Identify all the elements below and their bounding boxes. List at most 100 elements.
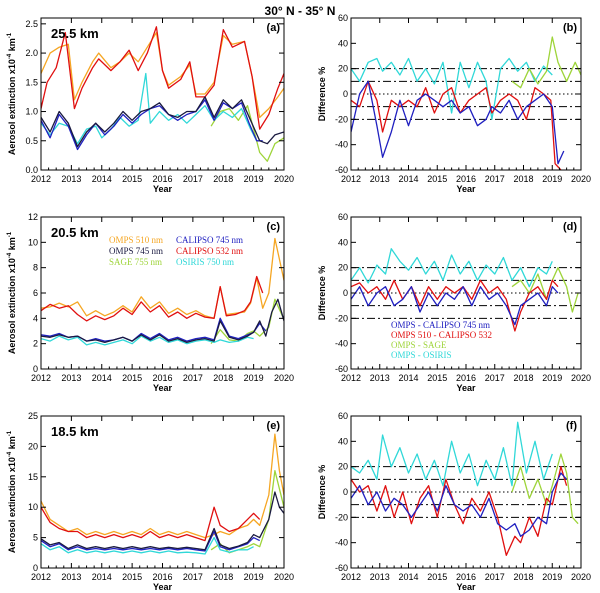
legend-item-calipso745: CALIPSO 745 nm: [176, 235, 243, 245]
x-tick-label: 2020: [571, 572, 591, 582]
series-line-sage: [511, 453, 579, 525]
x-tick-label: 2018: [513, 373, 533, 383]
panel-label: (b): [563, 22, 577, 34]
y-tick-label: 10: [28, 237, 38, 247]
series-group: [351, 248, 579, 332]
y-tick-label: 0: [33, 563, 38, 573]
y-axis-label-tail: km: [7, 237, 17, 253]
y-tick-label: 60: [338, 212, 348, 222]
series-group: [351, 421, 579, 556]
series-group: [41, 237, 284, 346]
x-tick-label: 2016: [456, 174, 476, 184]
series-line-calipso745: [351, 286, 559, 326]
x-tick-label: 2019: [542, 572, 562, 582]
y-tick-label: 0.5: [25, 136, 38, 146]
x-tick-label: 2017: [183, 174, 203, 184]
series-line-omps745: [41, 491, 284, 551]
y-axis-label-sup2: -1: [7, 430, 13, 436]
series-line-sage: [210, 470, 284, 554]
x-tick-label: 2018: [213, 174, 233, 184]
y-axis-label-sup: -4: [7, 53, 13, 59]
x-tick-label: 2013: [370, 373, 390, 383]
series-line-omps510: [41, 31, 284, 119]
x-tick-label: 2018: [513, 174, 533, 184]
legend-item-osiris: OMPS - OSIRIS: [391, 350, 452, 360]
x-tick-label: 2020: [274, 373, 294, 383]
legend: OMPS 510 nm CALIPSO 745 nm OMPS 745 nm CALI…: [109, 235, 243, 267]
x-tick-label: 2018: [213, 572, 233, 582]
y-axis-label-sup: -4: [7, 252, 13, 258]
y-tick-label: 12: [28, 212, 38, 222]
x-tick-label: 2017: [183, 572, 203, 582]
x-tick-label: 2019: [244, 373, 264, 383]
panel-c: 2012 2013 2014 2015 2016 2017 2018 2019 2020 0 2 4 6…: [7, 212, 294, 393]
x-tick-label: 2012: [31, 373, 51, 383]
x-tick-label: 2020: [274, 174, 294, 184]
y-tick-label: 15: [28, 472, 38, 482]
x-tick-label: 2014: [398, 373, 418, 383]
y-tick-label: 0.0: [25, 165, 38, 175]
x-tick-label: 2016: [152, 373, 172, 383]
x-tick-label: 2016: [152, 174, 172, 184]
x-axis-label: Year: [456, 184, 476, 194]
x-tick-label: 2013: [61, 572, 81, 582]
x-tick-label: 2016: [456, 373, 476, 383]
panel-label: (c): [267, 221, 281, 233]
x-tick-label: 2012: [341, 174, 361, 184]
y-tick-label: -60: [335, 563, 348, 573]
series-line-calipso745: [41, 530, 260, 552]
x-axis-label: Year: [456, 383, 476, 393]
series-line-sage: [210, 105, 284, 162]
y-axis-label-sup2: -1: [7, 231, 13, 237]
y-tick-label: 20: [338, 263, 348, 273]
x-axis-label: Year: [456, 582, 476, 592]
y-tick-label: -40: [335, 538, 348, 548]
y-tick-label: -20: [335, 313, 348, 323]
x-tick-label: 2014: [92, 373, 112, 383]
y-tick-label: 1.0: [25, 107, 38, 117]
x-axis-label: Year: [153, 184, 173, 194]
y-tick-label: 0: [343, 288, 348, 298]
y-tick-label: -20: [335, 512, 348, 522]
series-group: [41, 26, 284, 162]
y-axis-label: Difference %: [317, 266, 327, 321]
x-tick-label: 2013: [370, 572, 390, 582]
legend-item-sage: SAGE 755 nm: [109, 257, 162, 267]
y-axis-label-main: Aerosol extinction x10: [7, 59, 17, 155]
figure-title: 30° N - 35° N: [264, 4, 336, 18]
series-line-calipso532: [41, 26, 284, 130]
x-tick-label: 2014: [92, 174, 112, 184]
y-tick-label: 2.0: [25, 48, 38, 58]
x-tick-label: 2015: [122, 373, 142, 383]
x-tick-label: 2012: [31, 174, 51, 184]
legend-item-osiris: OSIRIS 750 nm: [176, 257, 234, 267]
x-tick-label: 2014: [92, 572, 112, 582]
y-tick-label: 0: [33, 364, 38, 374]
x-tick-label: 2020: [571, 373, 591, 383]
y-axis-label-main: Difference %: [317, 67, 327, 122]
y-tick-label: 8: [33, 263, 38, 273]
y-axis-label-main: Difference %: [317, 266, 327, 321]
altitude-label: 25.5 km: [51, 26, 99, 41]
y-axis-label-main: Aerosol extinction x10: [7, 457, 17, 553]
panel-label: (d): [563, 221, 577, 233]
legend-item-sage: OMPS - SAGE: [391, 340, 447, 350]
panel-a: 2012 2013 2014 2015 2016 2017 2018 2019 2020 0.0 0…: [7, 17, 294, 194]
y-tick-label: 20: [28, 441, 38, 451]
y-tick-label: 5: [33, 533, 38, 543]
y-tick-label: 60: [338, 13, 348, 23]
plot-frame: [350, 415, 582, 569]
x-tick-label: 2013: [61, 174, 81, 184]
x-tick-label: 2013: [370, 174, 390, 184]
x-tick-label: 2014: [398, 174, 418, 184]
series-line-osiris: [351, 57, 553, 120]
y-tick-label: 2: [33, 339, 38, 349]
y-tick-label: 25: [28, 411, 38, 421]
series-line-omps745: [41, 96, 284, 148]
series-line-omps745: [41, 298, 284, 344]
series-line-calipso532: [41, 506, 261, 542]
y-tick-label: 1.5: [25, 77, 38, 87]
y-tick-label: 6: [33, 288, 38, 298]
x-tick-label: 2020: [571, 174, 591, 184]
